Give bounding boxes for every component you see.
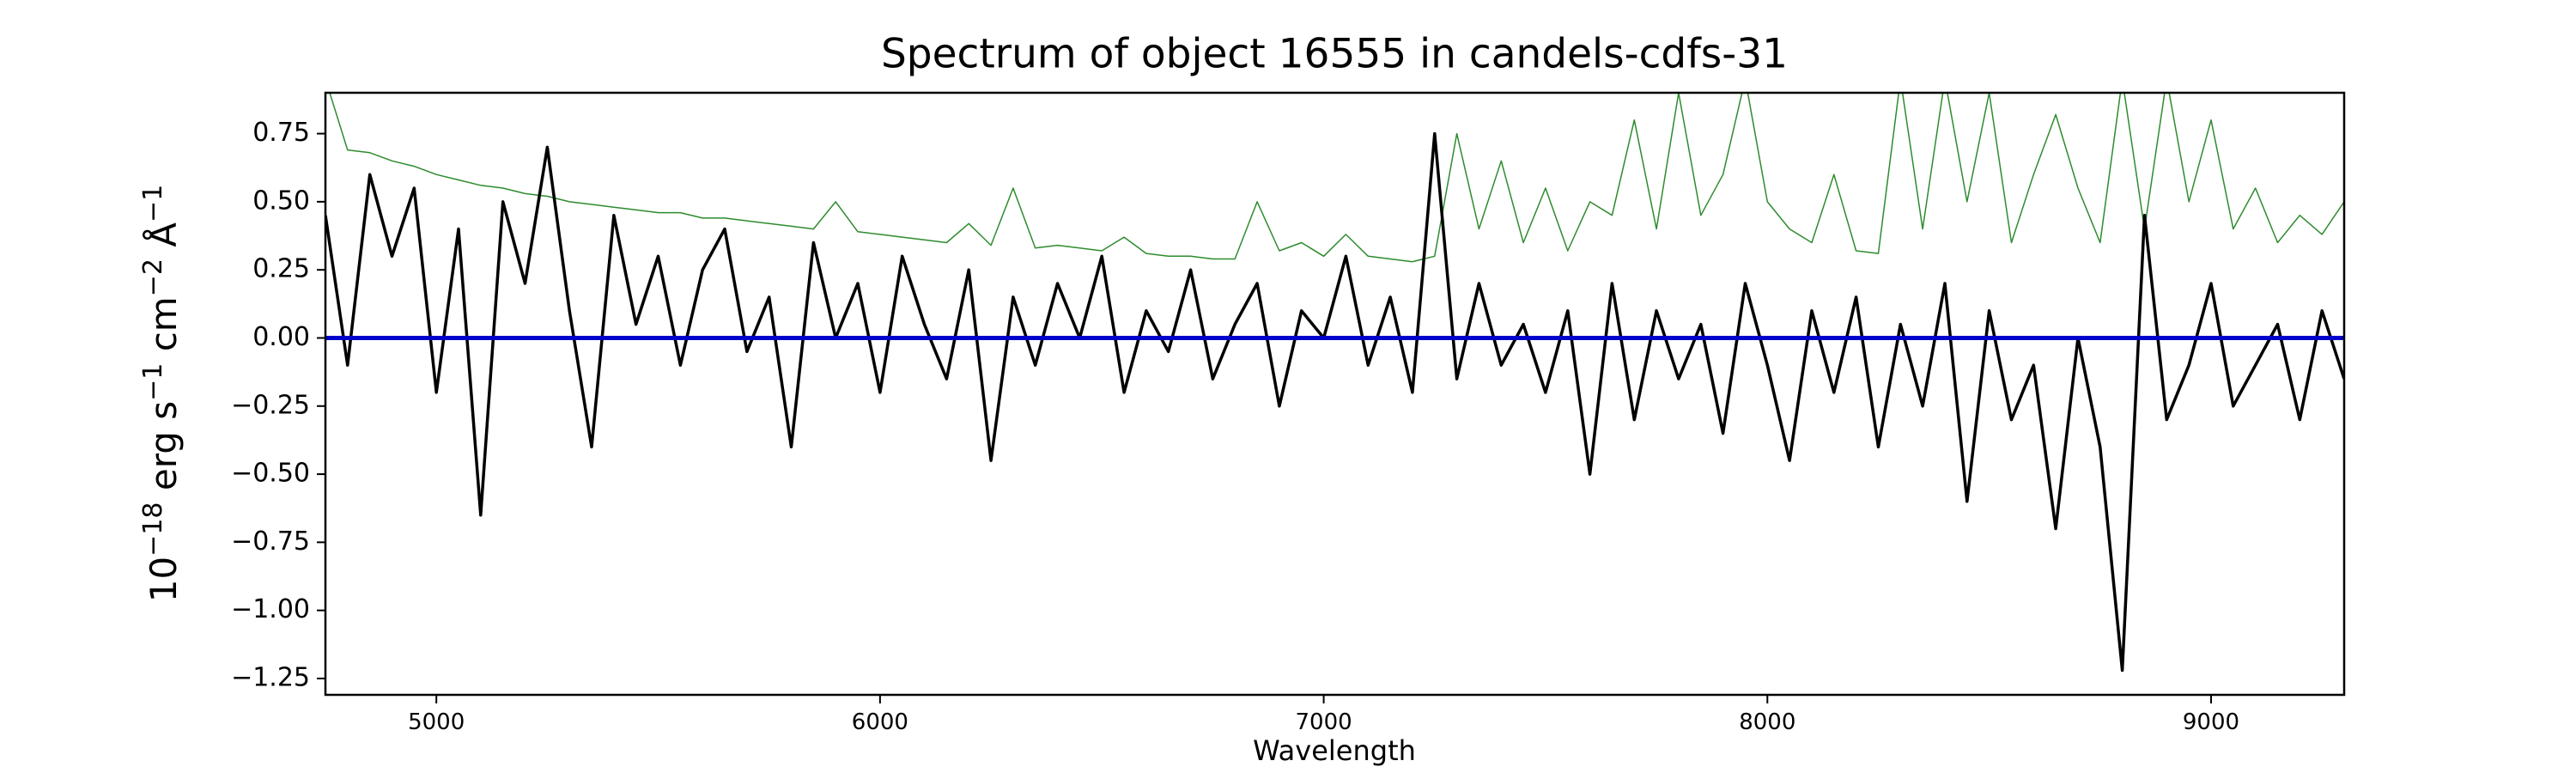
y-tick-label: −1.00 — [231, 594, 310, 624]
x-tick-label: 5000 — [408, 709, 465, 735]
y-label-part: 10 — [143, 557, 185, 602]
axes-frame — [324, 91, 2346, 697]
chart-title: Spectrum of object 16555 in candels-cdfs… — [881, 31, 1788, 78]
y-tick-label: 0.50 — [252, 186, 310, 216]
y-tick-label: 0.25 — [252, 254, 310, 284]
y-label-part: −2 — [138, 259, 168, 296]
y-label-part: −18 — [138, 502, 168, 557]
x-tick-label: 8000 — [1739, 709, 1795, 735]
plot-area — [325, 93, 2344, 673]
y-label-part: cm — [143, 296, 185, 362]
y-tick-label: −1.25 — [231, 662, 310, 692]
x-tick-label: 6000 — [852, 709, 908, 735]
x-axis-label: Wavelength — [1253, 734, 1416, 767]
y-tick-label: 0.00 — [252, 322, 310, 352]
x-tick-label: 7000 — [1295, 709, 1352, 735]
y-tick-label: −0.50 — [231, 459, 310, 489]
y-tick-label: 0.75 — [252, 118, 310, 148]
y-label-part: Å — [142, 222, 185, 259]
y-tick-label: −0.25 — [231, 390, 310, 420]
y-label-part: erg s — [143, 401, 185, 502]
y-label-part: −1 — [138, 363, 168, 401]
x-tick-label: 9000 — [2183, 709, 2239, 735]
spectrum-line — [329, 93, 2344, 263]
y-axis-label: 10−18 erg s−1 cm−2 Å−1 — [138, 185, 185, 603]
spectrum-line — [325, 131, 2344, 673]
y-tick-label: −0.75 — [231, 526, 310, 557]
y-label-part: −1 — [138, 185, 168, 222]
